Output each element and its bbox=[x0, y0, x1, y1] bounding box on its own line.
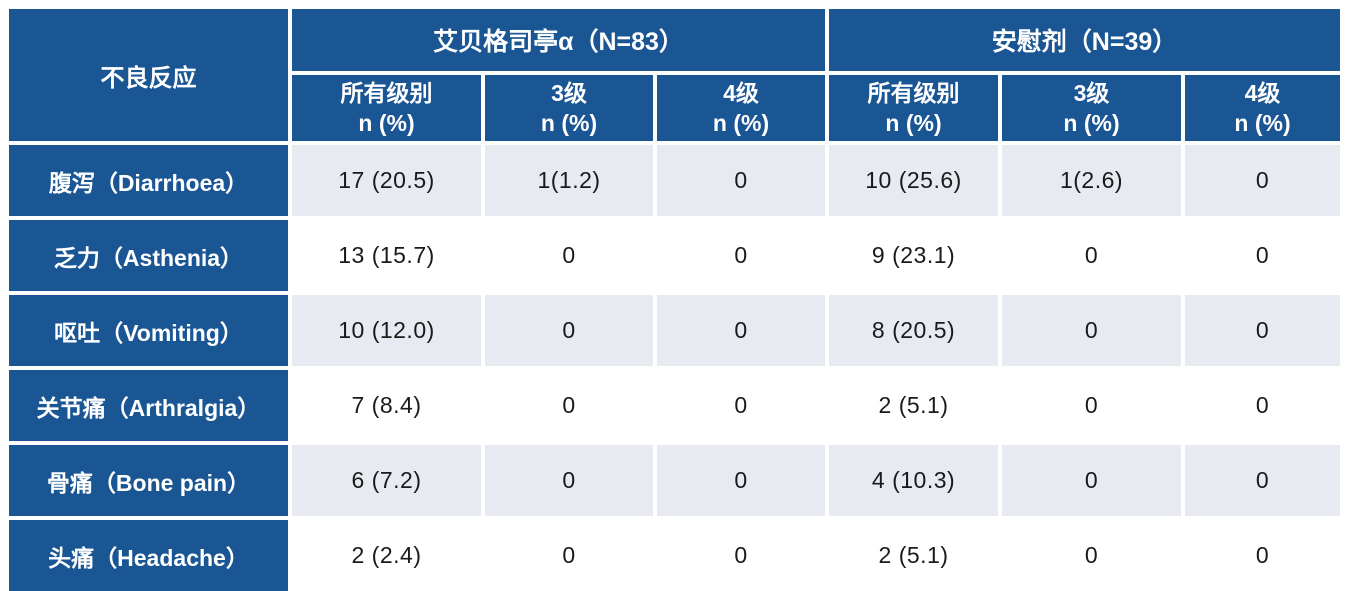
data-cell: 0 bbox=[998, 516, 1186, 591]
data-cell: 0 bbox=[652, 141, 830, 220]
data-cell: 2 (5.1) bbox=[825, 366, 1003, 445]
table-row-bone-pain: 骨痛（Bone pain） 6 (7.2) 0 0 4 (10.3) 0 0 bbox=[5, 441, 1345, 520]
row-label: 关节痛（Arthralgia） bbox=[5, 366, 292, 445]
subheader-placebo-grade4: 4级 n (%) bbox=[1181, 71, 1345, 145]
data-cell: 1(2.6) bbox=[998, 141, 1186, 220]
table-row-diarrhoea: 腹泻（Diarrhoea） 17 (20.5) 1(1.2) 0 10 (25.… bbox=[5, 141, 1345, 220]
table-row-asthenia: 乏力（Asthenia） 13 (15.7) 0 0 9 (23.1) 0 0 bbox=[5, 216, 1345, 295]
data-cell: 0 bbox=[652, 291, 830, 370]
data-cell: 0 bbox=[481, 516, 657, 591]
data-cell: 0 bbox=[652, 366, 830, 445]
data-cell: 4 (10.3) bbox=[825, 441, 1003, 520]
corner-header-adverse-reaction: 不良反应 bbox=[5, 5, 292, 145]
subheader-unit-label: n (%) bbox=[712, 110, 770, 136]
data-cell: 0 bbox=[1181, 516, 1345, 591]
row-label: 呕吐（Vomiting） bbox=[5, 291, 292, 370]
data-cell: 9 (23.1) bbox=[825, 216, 1003, 295]
subheader-placebo-grade3: 3级 n (%) bbox=[998, 71, 1186, 145]
data-cell: 0 bbox=[1181, 141, 1345, 220]
group-header-row: 不良反应 艾贝格司亭α（N=83） 安慰剂（N=39） bbox=[5, 5, 1345, 145]
subheader-grade-label: 所有级别 bbox=[340, 79, 433, 106]
data-cell: 0 bbox=[652, 516, 830, 591]
subheader-drug-grade3: 3级 n (%) bbox=[481, 71, 657, 145]
subheader-grade-label: 3级 bbox=[551, 79, 587, 106]
data-cell: 10 (12.0) bbox=[288, 291, 485, 370]
data-cell: 0 bbox=[652, 216, 830, 295]
row-label: 骨痛（Bone pain） bbox=[5, 441, 292, 520]
table-row-arthralgia: 关节痛（Arthralgia） 7 (8.4) 0 0 2 (5.1) 0 0 bbox=[5, 366, 1345, 445]
subheader-unit-label: n (%) bbox=[1063, 110, 1120, 136]
data-cell: 0 bbox=[1181, 366, 1345, 445]
data-cell: 0 bbox=[998, 216, 1186, 295]
subheader-grade-label: 4级 bbox=[1244, 79, 1281, 106]
subheader-unit-label: n (%) bbox=[1234, 110, 1291, 136]
data-cell: 13 (15.7) bbox=[288, 216, 485, 295]
subheader-unit-label: n (%) bbox=[358, 110, 415, 136]
row-label: 腹泻（Diarrhoea） bbox=[5, 141, 292, 220]
data-cell: 0 bbox=[1181, 441, 1345, 520]
data-cell: 0 bbox=[481, 216, 657, 295]
row-label: 乏力（Asthenia） bbox=[5, 216, 292, 295]
data-cell: 0 bbox=[998, 366, 1186, 445]
data-cell: 6 (7.2) bbox=[288, 441, 485, 520]
data-cell: 0 bbox=[1181, 216, 1345, 295]
subheader-drug-all-grades: 所有级别 n (%) bbox=[288, 71, 485, 145]
data-cell: 10 (25.6) bbox=[825, 141, 1003, 220]
data-cell: 0 bbox=[1181, 291, 1345, 370]
data-cell: 0 bbox=[652, 441, 830, 520]
data-cell: 8 (20.5) bbox=[825, 291, 1003, 370]
table-row-vomiting: 呕吐（Vomiting） 10 (12.0) 0 0 8 (20.5) 0 0 bbox=[5, 291, 1345, 370]
data-cell: 0 bbox=[481, 291, 657, 370]
row-label: 头痛（Headache） bbox=[5, 516, 292, 591]
data-cell: 0 bbox=[481, 441, 657, 520]
subheader-grade-label: 3级 bbox=[1073, 79, 1110, 106]
subheader-unit-label: n (%) bbox=[540, 110, 598, 136]
subheader-unit-label: n (%) bbox=[885, 110, 942, 136]
group-header-drug: 艾贝格司亭α（N=83） bbox=[287, 5, 830, 75]
data-cell: 0 bbox=[481, 366, 657, 445]
data-cell: 1(1.2) bbox=[481, 141, 657, 220]
data-cell: 2 (5.1) bbox=[825, 516, 1003, 591]
data-cell: 7 (8.4) bbox=[288, 366, 485, 445]
subheader-drug-grade4: 4级 n (%) bbox=[652, 71, 830, 145]
subheader-grade-label: 所有级别 bbox=[867, 79, 960, 106]
sub-header-row: 所有级别 n (%) 3级 n (%) 4级 n (%) 所有级别 n (%) … bbox=[7, 71, 1345, 145]
data-cell: 17 (20.5) bbox=[288, 141, 485, 220]
adverse-reactions-table: 不良反应 艾贝格司亭α（N=83） 安慰剂（N=39） 所有级别 n (%) 3… bbox=[5, 5, 1345, 591]
table-row-headache: 头痛（Headache） 2 (2.4) 0 0 2 (5.1) 0 0 bbox=[5, 516, 1345, 591]
data-cell: 2 (2.4) bbox=[288, 516, 485, 591]
subheader-grade-label: 4级 bbox=[723, 79, 759, 106]
group-header-placebo: 安慰剂（N=39） bbox=[825, 5, 1345, 75]
subheader-placebo-all-grades: 所有级别 n (%) bbox=[825, 71, 1003, 145]
data-cell: 0 bbox=[998, 291, 1186, 370]
data-cell: 0 bbox=[998, 441, 1186, 520]
